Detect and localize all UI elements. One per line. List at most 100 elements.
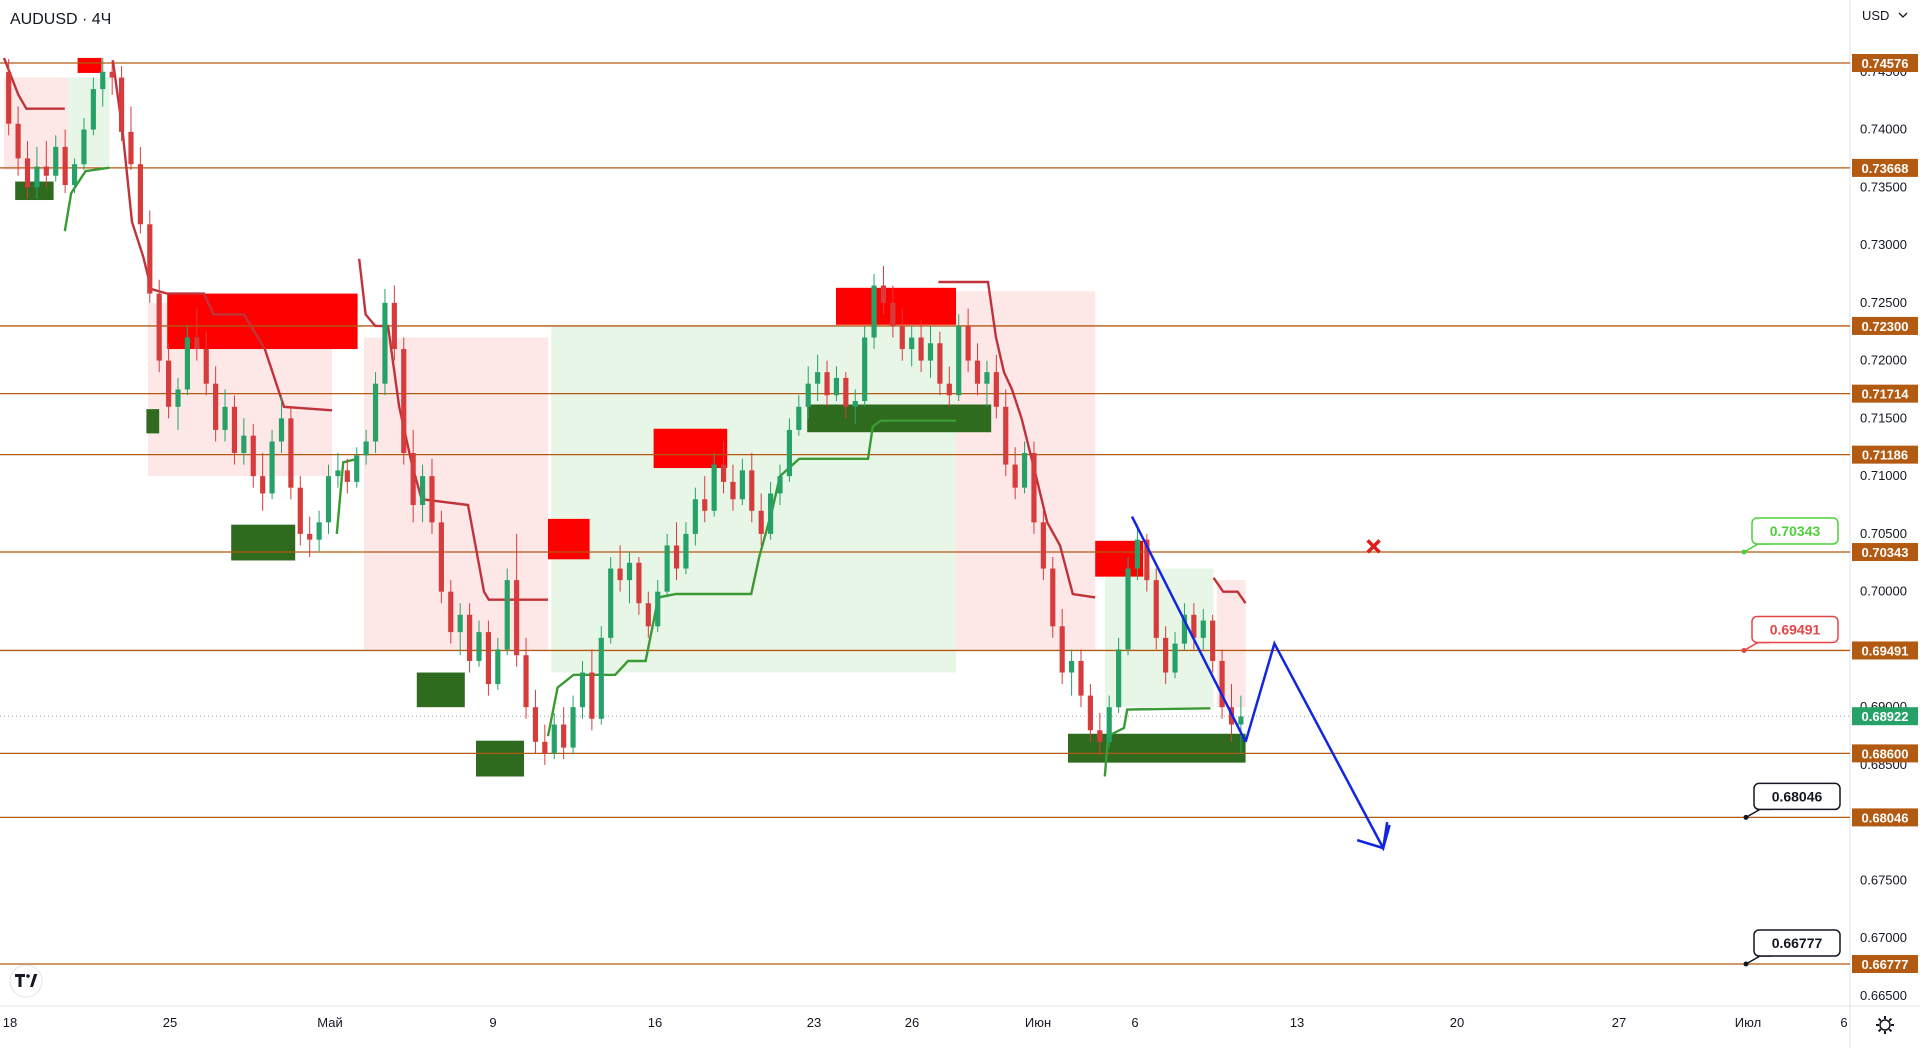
callout-pointer — [1743, 641, 1770, 652]
price-callout-0.70343[interactable]: 0.70343 — [1741, 517, 1839, 555]
time-tick-label: 16 — [648, 1015, 662, 1030]
level-axis-label-0.68600[interactable]: 0.68600 — [1852, 744, 1918, 763]
currency-label[interactable]: USD — [1862, 8, 1889, 23]
candle-body-125 — [1181, 614, 1188, 644]
projection-drawing[interactable] — [1130, 516, 1391, 852]
level-axis-label-bg — [1852, 316, 1918, 335]
candle-body-71 — [673, 545, 680, 569]
price-tick-label: 0.72500 — [1860, 295, 1907, 310]
tradingview-logo-icon[interactable] — [9, 964, 43, 998]
candle-body-81 — [768, 493, 774, 534]
demand-zone-4 — [476, 740, 524, 777]
candle-body-43 — [410, 453, 416, 506]
chevron-down-icon[interactable] — [1898, 12, 1908, 18]
callout-label: 0.68046 — [1772, 788, 1823, 804]
candle-body-57 — [542, 741, 548, 754]
price-callout-0.69491[interactable]: 0.69491 — [1741, 615, 1839, 653]
candle-body-10 — [100, 71, 106, 90]
horizontal-levels — [0, 62, 1850, 965]
candle-body-32 — [307, 533, 313, 540]
cross-icon[interactable] — [1366, 539, 1381, 554]
level-axis-label-0.69491[interactable]: 0.69491 — [1852, 641, 1918, 660]
candle-body-116 — [1097, 730, 1103, 742]
price-axis[interactable]: 0.665000.670000.675000.680000.685000.690… — [1852, 54, 1918, 1003]
time-tick-label: Июн — [1025, 1015, 1051, 1030]
level-axis-label-text: 0.74576 — [1862, 56, 1909, 71]
level-axis-label-0.71186[interactable]: 0.71186 — [1852, 445, 1918, 464]
price-tick-label: 0.73500 — [1860, 179, 1907, 194]
level-axis-label-0.68046[interactable]: 0.68046 — [1852, 808, 1918, 827]
supply-demand-zones — [15, 57, 1246, 777]
projection-arrowhead[interactable] — [1356, 821, 1389, 850]
candle-body-40 — [382, 302, 388, 384]
candle-body-100 — [946, 383, 952, 396]
candle-body-22 — [213, 383, 219, 430]
candle-body-113 — [1069, 660, 1075, 673]
candle-body-61 — [579, 672, 586, 708]
candle-body-36 — [344, 470, 350, 482]
level-axis-label-text: 0.66777 — [1862, 957, 1909, 972]
candle-body-102 — [965, 325, 971, 361]
candle-body-34 — [325, 476, 332, 523]
current-price-label-text: 0.68922 — [1862, 709, 1909, 724]
candle-body-104 — [984, 372, 990, 384]
candle-body-73 — [692, 499, 698, 534]
level-axis-label-text: 0.73668 — [1862, 161, 1909, 176]
candle-body-99 — [937, 343, 943, 384]
level-axis-label-0.73668[interactable]: 0.73668 — [1852, 158, 1918, 177]
gear-icon[interactable] — [1876, 1016, 1894, 1034]
candle-body-92 — [871, 285, 877, 338]
candle-body-56 — [532, 707, 539, 742]
current-price-label[interactable]: 0.68922 — [1852, 707, 1918, 726]
supply-zone-3 — [653, 428, 728, 469]
candle-body-31 — [297, 487, 303, 534]
candle-body-98 — [927, 343, 934, 361]
candle-body-88 — [833, 377, 840, 396]
candle-body-76 — [720, 464, 727, 482]
level-axis-label-0.66777[interactable]: 0.66777 — [1852, 955, 1918, 973]
price-callout-0.68046[interactable]: 0.68046 — [1743, 782, 1841, 820]
price-callouts[interactable]: 0.70343 0.69491 0.68046 0.66777 — [1366, 517, 1841, 967]
candle-body-5 — [53, 146, 59, 176]
price-tick-label: 0.74000 — [1860, 122, 1907, 137]
level-axis-label-0.72300[interactable]: 0.72300 — [1852, 316, 1918, 335]
candle-body-7 — [71, 164, 78, 185]
callout-box — [1753, 929, 1841, 957]
level-axis-label-0.74576[interactable]: 0.74576 — [1852, 54, 1918, 72]
price-callout-0.66777[interactable]: 0.66777 — [1743, 929, 1841, 967]
level-axis-label-bg — [1852, 641, 1918, 660]
callout-label: 0.70343 — [1770, 523, 1821, 539]
level-axis-label-0.71714[interactable]: 0.71714 — [1852, 384, 1918, 403]
level-axis-label-text: 0.71186 — [1862, 448, 1908, 463]
level-axis-label-bg — [1852, 808, 1918, 827]
callout-label: 0.69491 — [1770, 621, 1821, 637]
symbol-title[interactable]: AUDUSD · 4Ч — [10, 11, 111, 28]
candle-body-84 — [796, 406, 802, 430]
candle-body-26 — [250, 435, 256, 477]
candle-body-91 — [862, 337, 868, 402]
trail-up-line-0 — [63, 166, 110, 232]
candle-body-131 — [1238, 716, 1244, 725]
candle-body-58 — [551, 724, 557, 754]
level-axis-label-0.70343[interactable]: 0.70343 — [1852, 543, 1918, 562]
level-axis-label-bg — [1852, 384, 1918, 403]
demand-zone-0 — [15, 181, 54, 201]
supply-zone-4 — [836, 287, 956, 325]
candle-body-107 — [1012, 464, 1018, 488]
candle-body-79 — [749, 470, 755, 511]
candle-body-117 — [1106, 707, 1112, 742]
candle-body-35 — [335, 470, 341, 477]
trail-up-line-3 — [1103, 707, 1211, 777]
time-axis[interactable]: 18 25 Май 9 16 23 26 Июн 6 13 20 27 Июл 6 — [3, 1015, 1848, 1030]
trendline[interactable] — [1130, 516, 1247, 743]
candle-body-2 — [24, 158, 31, 188]
time-tick-label: 18 — [3, 1015, 17, 1030]
supply-zone-0 — [77, 57, 102, 73]
candle-body-52 — [495, 649, 501, 685]
projection-path[interactable] — [1244, 640, 1391, 852]
candle-body-110 — [1040, 522, 1046, 569]
trail-down-line-4 — [1212, 577, 1247, 604]
candle-body-106 — [1003, 406, 1009, 465]
